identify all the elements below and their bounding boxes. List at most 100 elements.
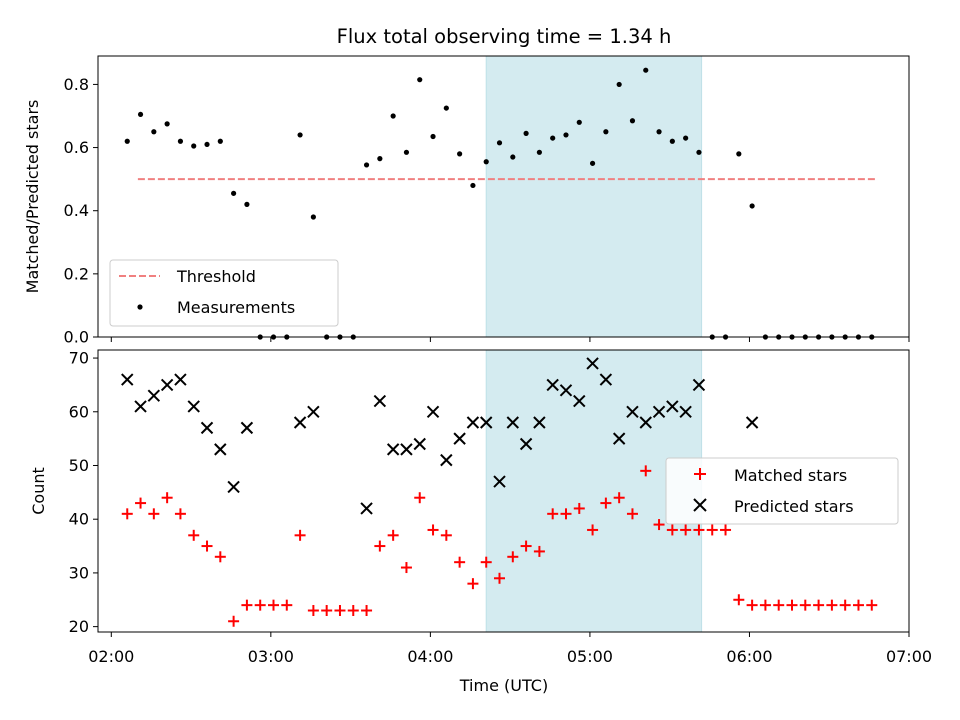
- measurement-point: [536, 149, 542, 155]
- matched-star-point: [653, 519, 665, 531]
- matched-star-point: [560, 508, 572, 520]
- matched-star-point: [480, 556, 492, 568]
- matched-star-point: [334, 605, 346, 617]
- predicted-star-point: [612, 432, 626, 445]
- matched-star-point: [387, 529, 399, 541]
- x-tick-label: 04:00: [407, 647, 453, 666]
- top-observing-window: [485, 55, 703, 338]
- bottom-y-tick-label: 30: [69, 563, 89, 582]
- matched-star-point: [321, 605, 333, 617]
- predicted-star-point: [466, 416, 480, 429]
- predicted-star-point: [599, 373, 613, 386]
- predicted-star-point: [293, 416, 307, 429]
- top-legend-box: [109, 259, 339, 327]
- matched-star-point: [347, 605, 359, 617]
- matched-star-point: [773, 599, 785, 611]
- predicted-star-point: [586, 357, 599, 370]
- matched-star-point: [600, 497, 612, 509]
- top-y-ticks: 0.0 0.2 0.4 0.6 0.8: [64, 75, 98, 347]
- predicted-star-point: [187, 400, 200, 413]
- matched-star-point: [440, 529, 452, 541]
- predicted-star-point: [506, 416, 520, 429]
- predicted-star-point: [692, 378, 706, 392]
- predicted-star-point: [214, 443, 227, 456]
- bottom-x-ticks: 02:00 03:00 04:00 05:00 06:00 07:00: [88, 632, 932, 666]
- predicted-star-point: [519, 437, 533, 451]
- matched-star-point: [135, 497, 147, 509]
- predicted-star-point: [573, 394, 586, 408]
- matched-star-point: [374, 540, 386, 552]
- bottom-y-tick-label: 60: [69, 402, 89, 421]
- matched-star-point: [188, 529, 200, 541]
- measurement-point: [643, 67, 649, 73]
- measurement-point: [749, 203, 755, 209]
- predicted-star-point: [160, 378, 174, 392]
- top-marks: [124, 67, 878, 340]
- predicted-star-point: [174, 373, 187, 386]
- predicted-star-point: [240, 421, 254, 435]
- bottom-y-tick-label: 40: [69, 510, 89, 529]
- measurement-point: [430, 133, 436, 140]
- top-y-tick-label: 0.8: [64, 75, 89, 94]
- matched-star-point: [839, 599, 851, 611]
- legend-threshold-label: Threshold: [176, 267, 256, 286]
- bottom-marks: [121, 357, 878, 627]
- matched-star-point: [547, 508, 559, 520]
- matched-star-point: [786, 599, 798, 611]
- matched-star-point: [241, 599, 253, 611]
- matched-star-point: [281, 599, 293, 611]
- matched-star-point: [693, 524, 705, 536]
- measurement-point: [589, 160, 596, 166]
- measurement-point: [124, 138, 130, 144]
- measurement-point: [669, 138, 675, 144]
- predicted-star-point: [426, 405, 440, 418]
- legend-matched-label: Matched stars: [734, 466, 847, 485]
- measurement-point: [683, 135, 689, 141]
- measurement-point: [616, 81, 622, 88]
- matched-star-point: [746, 599, 758, 611]
- measurement-point: [443, 105, 449, 111]
- predicted-star-point: [480, 416, 493, 429]
- matched-star-point: [228, 615, 240, 627]
- matched-star-point: [826, 599, 838, 611]
- matched-star-point: [148, 508, 160, 520]
- predicted-star-point: [666, 400, 679, 413]
- top-y-tick-label: 0.2: [64, 264, 89, 283]
- predicted-star-point: [533, 416, 546, 429]
- measurement-point: [523, 130, 529, 136]
- x-tick-label: 03:00: [248, 647, 294, 666]
- measurement-point: [177, 138, 184, 144]
- predicted-star-point: [227, 480, 240, 494]
- matched-star-point: [640, 465, 652, 477]
- measurement-point: [151, 129, 157, 135]
- predicted-star-point: [652, 405, 666, 418]
- bottom-y-ticks: 20 30 40 50 60 70: [69, 349, 98, 636]
- bottom-legend: Matched stars Predicted stars: [665, 457, 899, 525]
- matched-star-point: [161, 492, 173, 504]
- legend-predicted-label: Predicted stars: [734, 497, 854, 516]
- matched-star-point: [573, 502, 585, 514]
- predicted-star-point: [200, 421, 214, 435]
- bottom-y-tick-label: 50: [69, 456, 89, 475]
- matched-star-point: [454, 556, 466, 568]
- measurement-point: [191, 143, 197, 149]
- predicted-star-point: [386, 443, 400, 456]
- bottom-axes-frame: [97, 349, 910, 633]
- matched-star-point: [866, 599, 878, 611]
- measurement-point: [736, 151, 742, 157]
- legend-predicted-swatch: [693, 498, 707, 512]
- bottom-y-tick-label: 70: [69, 349, 89, 368]
- matched-star-point: [307, 605, 319, 617]
- top-legend: Threshold Measurements: [109, 259, 339, 327]
- bottom-legend-box: [665, 457, 899, 525]
- predicted-star-point: [626, 405, 639, 418]
- matched-star-point: [733, 594, 745, 606]
- top-y-axis-label: Matched/Predicted stars: [23, 100, 42, 294]
- measurement-point: [310, 214, 316, 220]
- matched-star-point: [533, 545, 545, 557]
- measurement-point: [244, 201, 250, 207]
- bottom-y-axis-label: Count: [29, 467, 48, 515]
- matched-star-point: [520, 540, 532, 552]
- top-panel: 0.00.20.40.60.8 Matched/Predicted stars …: [23, 55, 910, 347]
